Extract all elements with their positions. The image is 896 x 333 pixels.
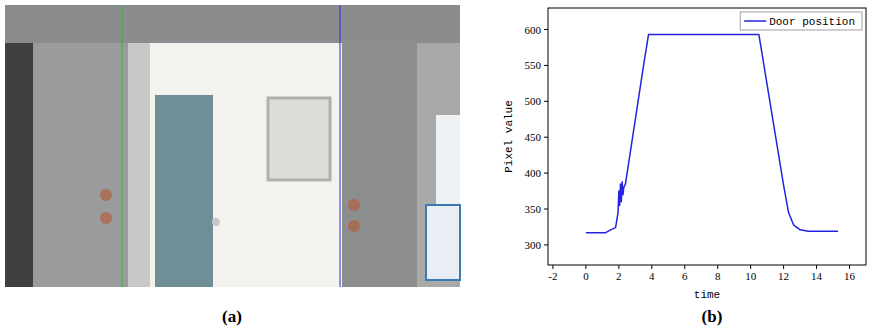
- door-icon: [100, 212, 112, 224]
- x-tick: [849, 265, 850, 269]
- y-tick-label: 400: [525, 167, 542, 179]
- opening: [150, 43, 342, 287]
- x-tick-label: 14: [811, 270, 823, 282]
- plot-marks: [586, 35, 838, 233]
- x-axis-title: time: [694, 289, 720, 301]
- y-tick: [544, 137, 548, 138]
- wall-sign: [268, 98, 330, 180]
- frame-left: [5, 43, 33, 287]
- marker-line: [340, 5, 341, 287]
- door-right: [342, 43, 417, 287]
- y-tick-label: 450: [525, 131, 542, 143]
- wall-door: [155, 95, 213, 287]
- plot-frame: [548, 8, 866, 265]
- y-tick: [544, 209, 548, 210]
- y-tick-label: 300: [525, 239, 542, 251]
- legend: Door position: [740, 12, 862, 30]
- x-tick: [816, 265, 817, 269]
- x-tick: [585, 265, 586, 269]
- y-tick: [544, 29, 548, 30]
- y-axis-title: Pixel value: [503, 100, 515, 173]
- x-tick-label: 0: [583, 270, 589, 282]
- y-tick: [544, 101, 548, 102]
- x-tick-label: -2: [548, 270, 557, 282]
- frame-right: [417, 43, 460, 287]
- legend-box: [740, 12, 862, 30]
- door-edge: [128, 43, 150, 287]
- door-left: [33, 43, 128, 287]
- x-tick-label: 6: [682, 270, 688, 282]
- y-tick: [544, 173, 548, 174]
- legend-swatch: [744, 20, 766, 22]
- x-tick: [684, 265, 685, 269]
- panel-label: (a): [222, 307, 242, 326]
- figure: (a) -2 0 2 4 6 8 10 12 14 16 300 350 400 450 500 550 600 t…: [0, 0, 896, 333]
- x-tick: [552, 265, 553, 269]
- poster-2: [426, 205, 460, 280]
- y-tick: [544, 244, 548, 245]
- x-tick: [783, 265, 784, 269]
- legend-label: Door position: [769, 16, 855, 28]
- photo-bg: [5, 5, 460, 287]
- y-tick-label: 500: [525, 95, 542, 107]
- x-tick-label: 10: [745, 270, 757, 282]
- y-tick: [544, 65, 548, 66]
- y-tick-label: 550: [525, 59, 542, 71]
- door-icon: [348, 220, 360, 232]
- x-tick-label: 12: [778, 270, 789, 282]
- door-icon: [348, 199, 360, 211]
- panel-label: (b): [702, 307, 723, 326]
- x-tick-label: 2: [616, 270, 622, 282]
- x-tick-label: 16: [844, 270, 856, 282]
- door-icon: [100, 189, 112, 201]
- door-knob: [212, 218, 220, 226]
- photo: [5, 5, 460, 287]
- x-tick: [618, 265, 619, 269]
- x-tick-label: 8: [715, 270, 721, 282]
- x-tick: [717, 265, 718, 269]
- marker-line: [122, 5, 123, 287]
- y-tick-label: 350: [525, 203, 542, 215]
- y-tick-label: 600: [525, 24, 542, 36]
- x-tick: [651, 265, 652, 269]
- x-tick-label: 4: [649, 270, 655, 282]
- x-tick: [750, 265, 751, 269]
- door-header: [5, 5, 460, 43]
- data-line: [586, 35, 838, 233]
